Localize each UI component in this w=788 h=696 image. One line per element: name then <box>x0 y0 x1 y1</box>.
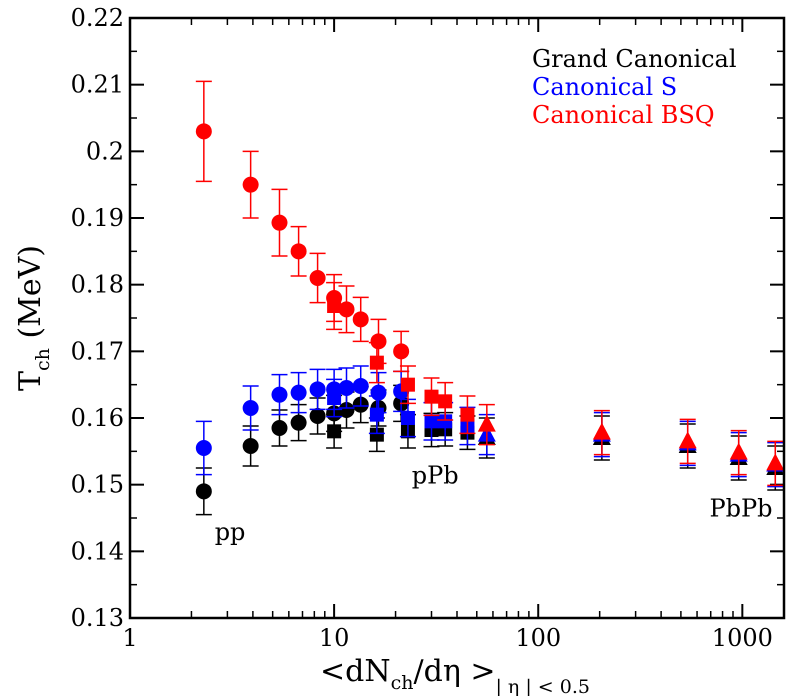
y-tick-label: 0.22 <box>71 4 124 32</box>
pbpb-point <box>592 422 611 440</box>
pp-point <box>271 420 288 436</box>
pp-point <box>290 384 307 401</box>
annotations: pp pPb PbPb <box>215 461 773 546</box>
y-tick-label: 0.21 <box>71 71 124 99</box>
pp-point <box>309 270 326 286</box>
legend-entry-canonical-s: Canonical S <box>532 73 677 101</box>
y-tick-label: 0.18 <box>71 271 124 299</box>
y-tick-label: 0.2 <box>86 137 124 165</box>
pp-point <box>338 301 355 318</box>
pp-point <box>290 243 307 260</box>
pp-point <box>242 400 259 416</box>
legend: Grand Canonical Canonical S Canonical BS… <box>532 45 737 129</box>
pp-point <box>338 380 355 396</box>
ppb-point <box>424 414 439 429</box>
ppb-point <box>460 407 475 422</box>
y-tick-label: 0.17 <box>71 337 124 365</box>
pbpb-point <box>729 442 748 460</box>
pp-point <box>195 440 212 456</box>
pp-point <box>290 414 307 431</box>
ppb-point <box>369 427 384 442</box>
ppb-point <box>327 391 342 405</box>
pp-point <box>393 343 410 360</box>
pp-point <box>352 378 369 394</box>
legend-entry-grand-canonical: Grand Canonical <box>532 45 737 73</box>
pp-point <box>370 384 387 401</box>
y-axis-label: Tch (MeV) <box>13 245 54 391</box>
plot-frame <box>128 16 786 620</box>
x-tick-label: 100 <box>515 624 561 652</box>
x-axis-label: <dNch/dη >| η | < 0.5 <box>320 654 590 696</box>
x-tick-label: 1 <box>122 624 137 652</box>
pp-point <box>309 408 326 424</box>
ppb-point <box>327 299 342 313</box>
pbpb-point <box>477 414 496 432</box>
x-tick-label: 1000 <box>712 624 773 652</box>
ppb-point <box>424 389 439 404</box>
ppb-point <box>438 394 453 409</box>
ppb-point <box>400 377 415 392</box>
pp-point <box>352 311 369 328</box>
pp-point <box>338 402 355 418</box>
x-tick-label: 10 <box>319 624 350 652</box>
pp-point <box>370 333 387 350</box>
pp-point <box>195 483 212 500</box>
ppb-point <box>369 355 384 370</box>
y-tick-label: 0.14 <box>71 537 124 565</box>
y-tick-label: 0.16 <box>71 404 124 432</box>
y-tick-label: 0.19 <box>71 204 124 232</box>
ppb-point <box>369 407 384 422</box>
ppb-point <box>438 414 453 429</box>
pp-point <box>309 381 326 398</box>
y-tick-label: 0.15 <box>71 471 124 499</box>
pbpb-point <box>766 453 785 471</box>
pp-point <box>242 176 259 193</box>
tick-labels: 0.13 0.14 0.15 0.16 0.17 0.18 0.19 0.2 0.21 0.22 1… <box>71 4 773 652</box>
pp-point <box>242 438 259 454</box>
pp-point <box>195 123 212 140</box>
pp-point <box>271 386 288 403</box>
data-points <box>195 80 785 516</box>
pbpb-point <box>678 431 697 449</box>
pp-point <box>271 214 288 231</box>
annotation-pbpb: PbPb <box>709 495 772 523</box>
y-tick-label: 0.13 <box>71 604 124 632</box>
ppb-point <box>327 424 342 439</box>
annotation-ppb: pPb <box>412 461 459 489</box>
ppb-point <box>400 411 415 425</box>
legend-entry-canonical-bsq: Canonical BSQ <box>532 101 715 129</box>
annotation-pp: pp <box>215 518 246 546</box>
